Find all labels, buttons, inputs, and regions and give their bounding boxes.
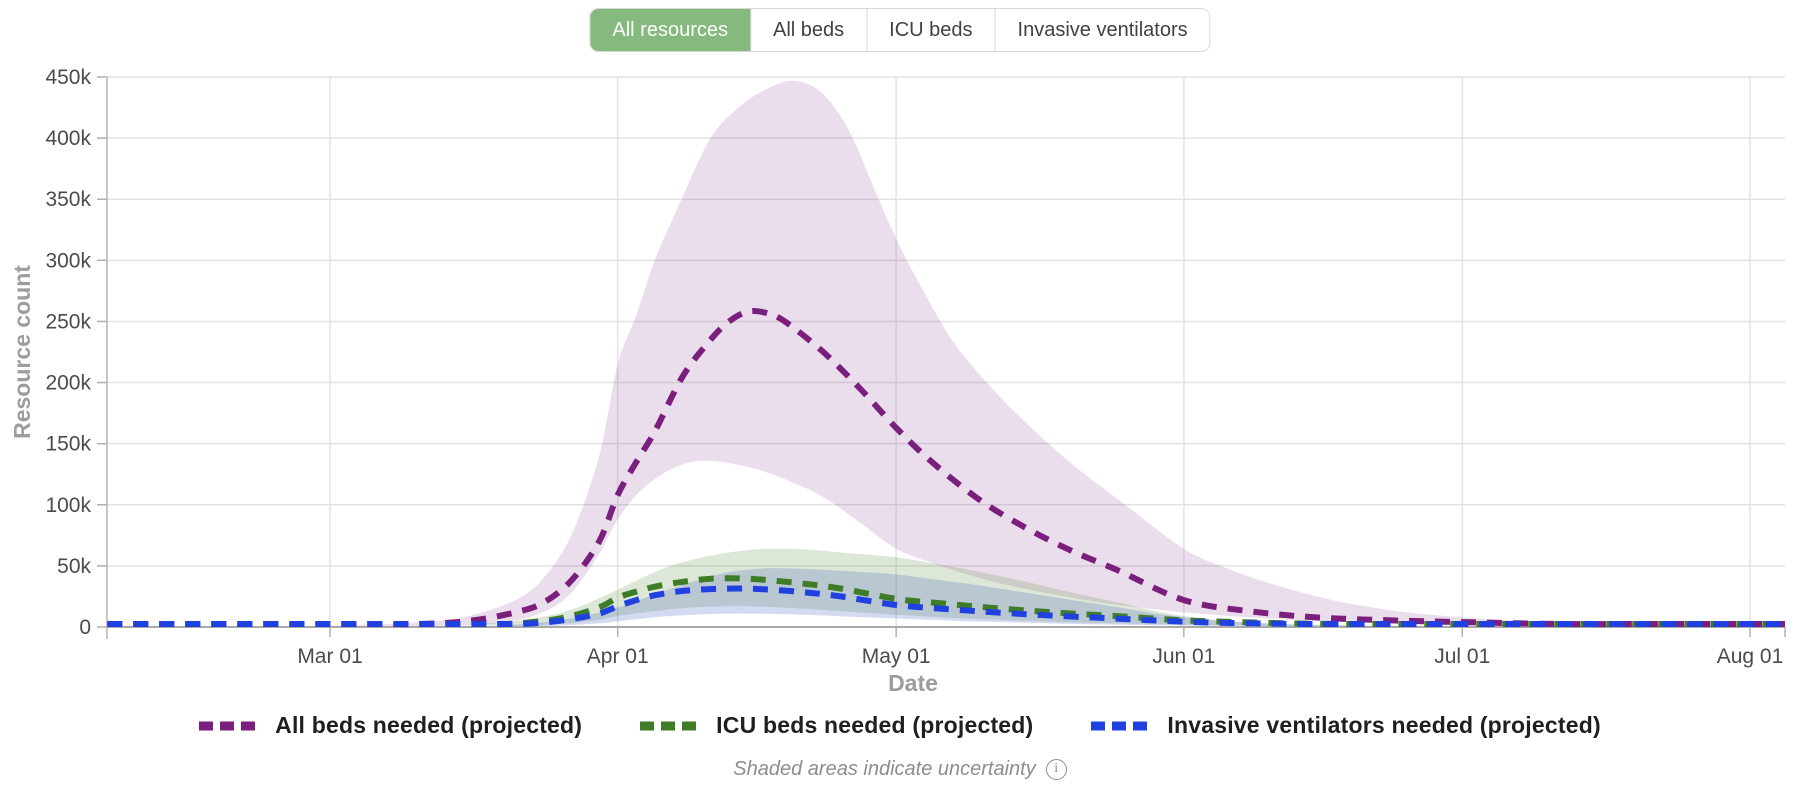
svg-text:200k: 200k bbox=[45, 372, 91, 395]
dashed-line-swatch-green bbox=[640, 721, 697, 730]
svg-text:May 01: May 01 bbox=[862, 645, 931, 668]
chart-legend: All beds needed (projected) ICU beds nee… bbox=[0, 712, 1800, 739]
resource-tab-bar: All resources All beds ICU beds Invasive… bbox=[589, 8, 1211, 52]
projection-chart-svg: 0 50k 100k 150k 200k 250k 300k 350k 400k 450k Mar … bbox=[9, 66, 1786, 696]
legend-item-all-beds: All beds needed (projected) bbox=[199, 712, 582, 739]
svg-text:Apr 01: Apr 01 bbox=[587, 645, 649, 668]
svg-text:Jun 01: Jun 01 bbox=[1152, 645, 1215, 668]
svg-text:100k: 100k bbox=[45, 494, 91, 517]
uncertainty-note-text: Shaded areas indicate uncertainty bbox=[733, 757, 1036, 780]
svg-text:400k: 400k bbox=[45, 127, 91, 150]
y-axis-title: Resource count bbox=[9, 265, 35, 439]
legend-label: ICU beds needed (projected) bbox=[716, 712, 1034, 738]
projection-chart: 0 50k 100k 150k 200k 250k 300k 350k 400k 450k Mar … bbox=[9, 66, 1786, 696]
svg-text:300k: 300k bbox=[45, 249, 91, 272]
svg-text:150k: 150k bbox=[45, 433, 91, 456]
legend-item-icu-beds: ICU beds needed (projected) bbox=[640, 712, 1033, 739]
svg-text:Jul 01: Jul 01 bbox=[1434, 645, 1490, 668]
uncertainty-note: Shaded areas indicate uncertainty i bbox=[0, 754, 1800, 784]
gridlines bbox=[107, 76, 1785, 627]
uncertainty-bands bbox=[330, 80, 1785, 627]
svg-text:50k: 50k bbox=[57, 555, 91, 578]
projection-line-2 bbox=[107, 585, 1785, 628]
tab-icu-beds[interactable]: ICU beds bbox=[866, 9, 994, 51]
svg-text:250k: 250k bbox=[45, 310, 91, 333]
tab-all-beds[interactable]: All beds bbox=[750, 9, 866, 51]
svg-text:Aug 01: Aug 01 bbox=[1717, 645, 1784, 668]
info-icon[interactable]: i bbox=[1045, 758, 1067, 780]
legend-item-invasive-ventilators: Invasive ventilators needed (projected) bbox=[1091, 712, 1601, 739]
dashed-line-swatch-purple bbox=[199, 721, 256, 730]
svg-text:0: 0 bbox=[79, 616, 91, 639]
dashed-line-swatch-blue bbox=[1091, 721, 1148, 730]
tab-invasive-ventilators[interactable]: Invasive ventilators bbox=[994, 9, 1210, 51]
projection-lines bbox=[107, 307, 1785, 628]
svg-text:Mar 01: Mar 01 bbox=[297, 645, 362, 668]
svg-text:350k: 350k bbox=[45, 188, 91, 211]
tab-all-resources[interactable]: All resources bbox=[590, 9, 750, 51]
svg-text:450k: 450k bbox=[45, 66, 91, 89]
projection-line-0 bbox=[107, 307, 1785, 628]
legend-label: All beds needed (projected) bbox=[275, 712, 583, 738]
tick-labels: 0 50k 100k 150k 200k 250k 300k 350k 400k 450k Mar … bbox=[45, 66, 1783, 668]
x-axis-title: Date bbox=[888, 670, 938, 696]
legend-label: Invasive ventilators needed (projected) bbox=[1167, 712, 1601, 738]
